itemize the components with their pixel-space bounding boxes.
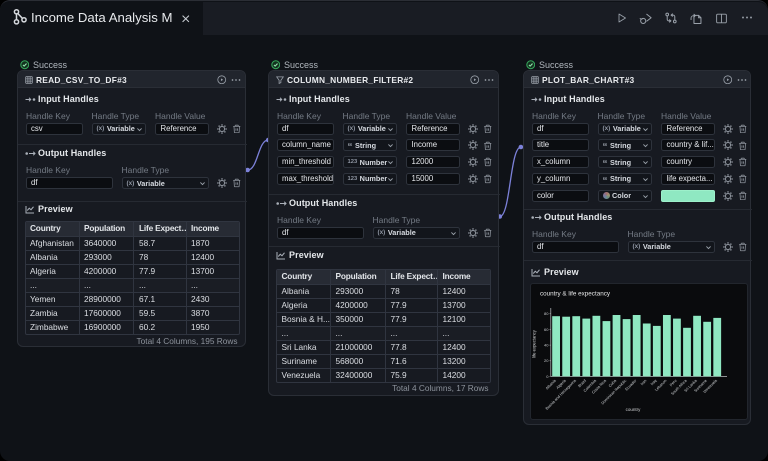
svg-text:Iran: Iran [640,378,647,385]
svg-text:Algeria: Algeria [555,378,567,390]
svg-text:Cuba: Cuba [608,378,618,388]
svg-text:life expectancy: life expectancy [531,329,536,358]
svg-text:Brazil: Brazil [577,378,587,388]
svg-text:Ecuador: Ecuador [624,378,637,391]
svg-text:country & life expectancy: country & life expectancy [540,290,611,297]
svg-text:20: 20 [544,358,549,363]
svg-text:country: country [625,407,641,412]
svg-text:40: 40 [544,342,549,347]
svg-text:60: 60 [544,326,549,331]
svg-text:Iraq: Iraq [650,378,657,385]
svg-text:Peru: Peru [669,378,678,387]
svg-text:80: 80 [544,311,549,316]
svg-text:0: 0 [546,373,549,378]
svg-text:Albania: Albania [545,378,557,390]
